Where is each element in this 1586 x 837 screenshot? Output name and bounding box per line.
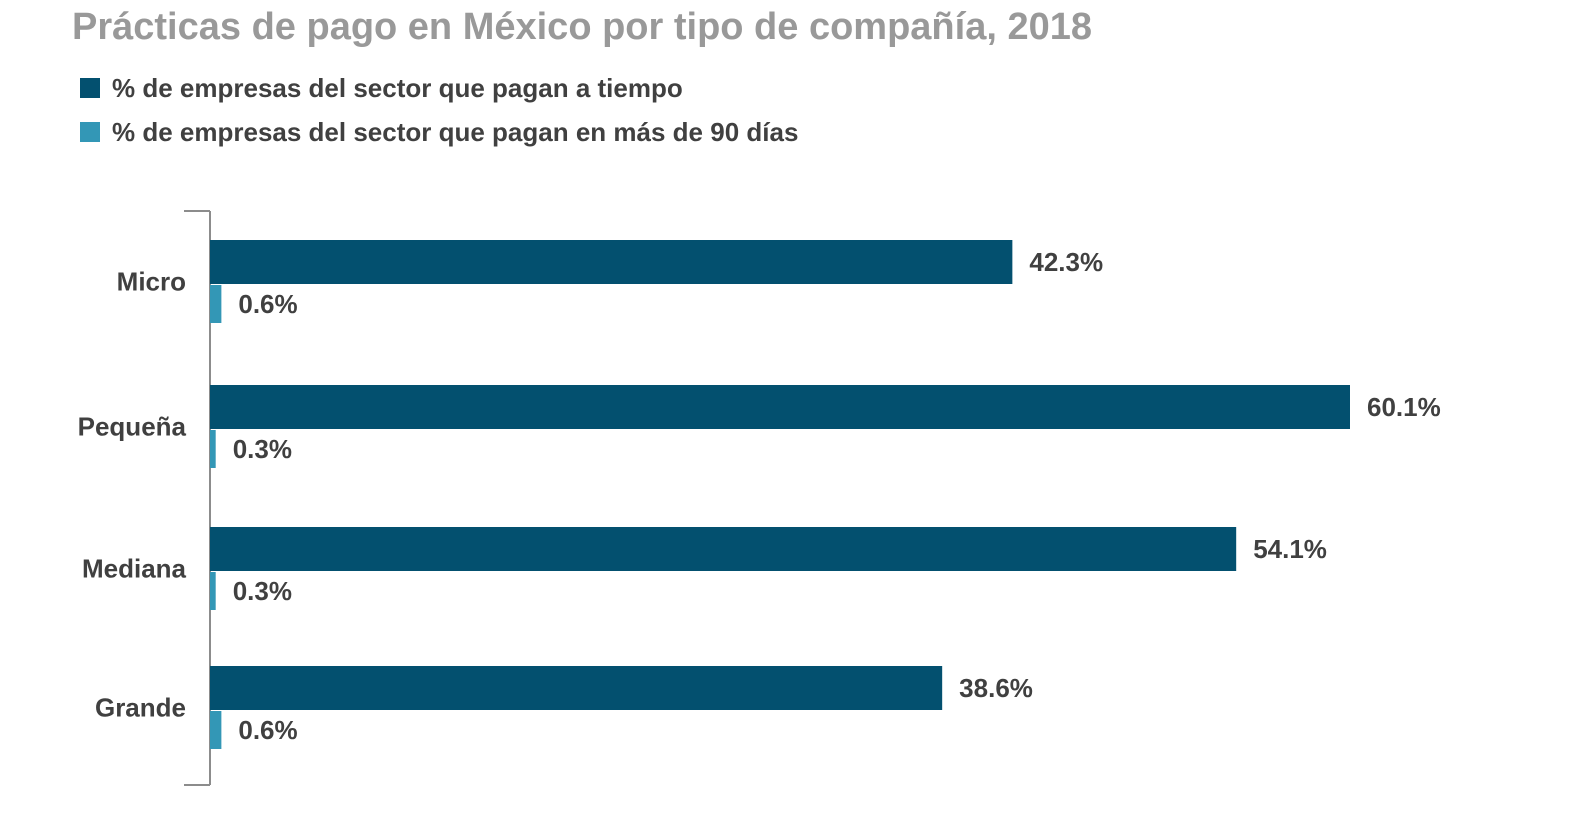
bar-over-90-days-3 [210, 711, 222, 749]
bar-on-time-0 [210, 240, 1013, 284]
bar-over-90-days-0 [210, 285, 222, 323]
data-label-over-90-days-3: 0.6% [238, 715, 297, 745]
legend-swatch-over-90-days [80, 122, 100, 142]
bar-on-time-2 [210, 527, 1237, 571]
legend-swatch-on-time [80, 78, 100, 98]
bar-over-90-days-1 [210, 430, 216, 468]
data-label-on-time-3: 38.6% [959, 673, 1033, 703]
legend-item-on-time: % de empresas del sector que pagan a tie… [80, 72, 683, 104]
data-label-over-90-days-0: 0.6% [238, 289, 297, 319]
data-label-over-90-days-2: 0.3% [233, 576, 292, 606]
bar-on-time-3 [210, 666, 943, 710]
data-label-over-90-days-1: 0.3% [233, 434, 292, 464]
legend-label-on-time: % de empresas del sector que pagan a tie… [112, 72, 683, 103]
chart-title: Prácticas de pago en México por tipo de … [72, 6, 1092, 48]
bar-over-90-days-2 [210, 572, 216, 610]
category-label-1: Pequeña [78, 412, 187, 442]
data-label-on-time-1: 60.1% [1367, 392, 1441, 422]
legend-label-over-90-days: % de empresas del sector que pagan en má… [112, 116, 799, 147]
legend-item-over-90-days: % de empresas del sector que pagan en má… [80, 116, 798, 148]
category-label-2: Mediana [82, 554, 187, 584]
data-label-on-time-0: 42.3% [1029, 247, 1103, 277]
data-label-on-time-2: 54.1% [1253, 534, 1327, 564]
category-label-3: Grande [95, 693, 186, 723]
category-label-0: Micro [117, 267, 186, 297]
bar-on-time-1 [210, 385, 1350, 429]
